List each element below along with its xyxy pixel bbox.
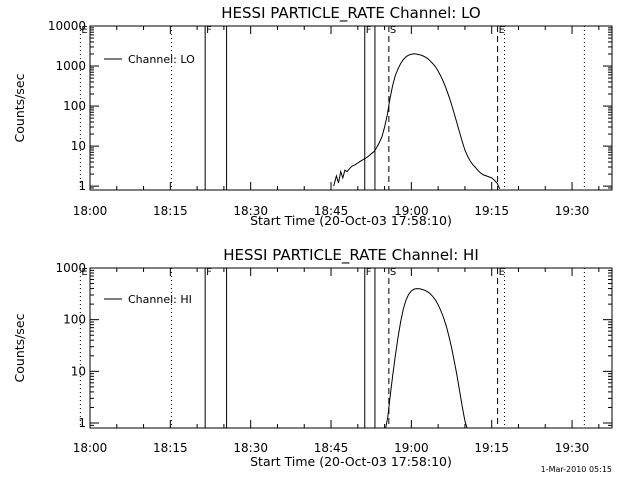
y-tick-label: 1000 — [55, 59, 86, 73]
annotation-label: E — [499, 267, 505, 278]
annotation-label: S — [390, 267, 396, 278]
x-tick-label: 18:15 — [153, 204, 188, 218]
annotation-label: F — [366, 267, 372, 278]
legend-label: Channel: HI — [128, 293, 192, 306]
footer-timestamp: 1-Mar-2010 05:15 — [541, 465, 612, 474]
chart-title: HESSI PARTICLE_RATE Channel: HI — [223, 246, 479, 265]
annotation-label: F — [206, 267, 212, 278]
y-tick-label: 1000 — [55, 261, 86, 275]
panel-lo: HESSI PARTICLE_RATE Channel: LO Counts/se… — [12, 4, 613, 228]
x-tick-label: 19:30 — [555, 441, 590, 455]
x-tick-label: 19:00 — [394, 204, 429, 218]
chart-title: HESSI PARTICLE_RATE Channel: LO — [221, 4, 480, 23]
x-tick-label: 18:45 — [314, 204, 349, 218]
x-tick-label: 19:15 — [474, 204, 509, 218]
y-tick-label: 1 — [78, 179, 86, 193]
x-tick-label: 18:30 — [233, 204, 268, 218]
y-tick-label: 10 — [71, 139, 86, 153]
x-axis-label: Start Time (20-Oct-03 17:58:10) — [250, 454, 452, 469]
legend-label: Channel: LO — [128, 53, 195, 66]
annotation-label: E — [81, 267, 87, 278]
annotation-label: S — [390, 25, 396, 36]
x-tick-label: 18:00 — [73, 204, 108, 218]
x-tick-label: 18:00 — [73, 441, 108, 455]
panel-hi: HESSI PARTICLE_RATE Channel: HI Counts/se… — [12, 246, 613, 469]
plot-frame — [89, 267, 613, 429]
y-tick-label: 100 — [63, 99, 86, 113]
x-tick-label: 19:30 — [555, 204, 590, 218]
annotation-label: F — [366, 25, 372, 36]
annotation-label: E — [81, 25, 87, 36]
x-tick-label: 19:15 — [474, 441, 509, 455]
x-tick-label: 18:45 — [314, 441, 349, 455]
series-line — [385, 288, 468, 429]
y-tick-label: 10 — [71, 364, 86, 378]
x-axis-label: Start Time (20-Oct-03 17:58:10) — [250, 213, 452, 228]
y-axis-label: Counts/sec — [12, 313, 27, 382]
y-tick-label: 100 — [63, 313, 86, 327]
series-line — [333, 53, 501, 190]
y-tick-label: 1 — [78, 416, 86, 430]
x-tick-label: 19:00 — [394, 441, 429, 455]
plot-frame — [89, 25, 613, 191]
y-axis-label: Counts/sec — [12, 73, 27, 142]
x-tick-label: 18:30 — [233, 441, 268, 455]
x-tick-label: 18:15 — [153, 441, 188, 455]
annotation-label: F — [206, 25, 212, 36]
annotation-label: E — [499, 25, 505, 36]
y-tick-label: 10000 — [48, 19, 86, 33]
